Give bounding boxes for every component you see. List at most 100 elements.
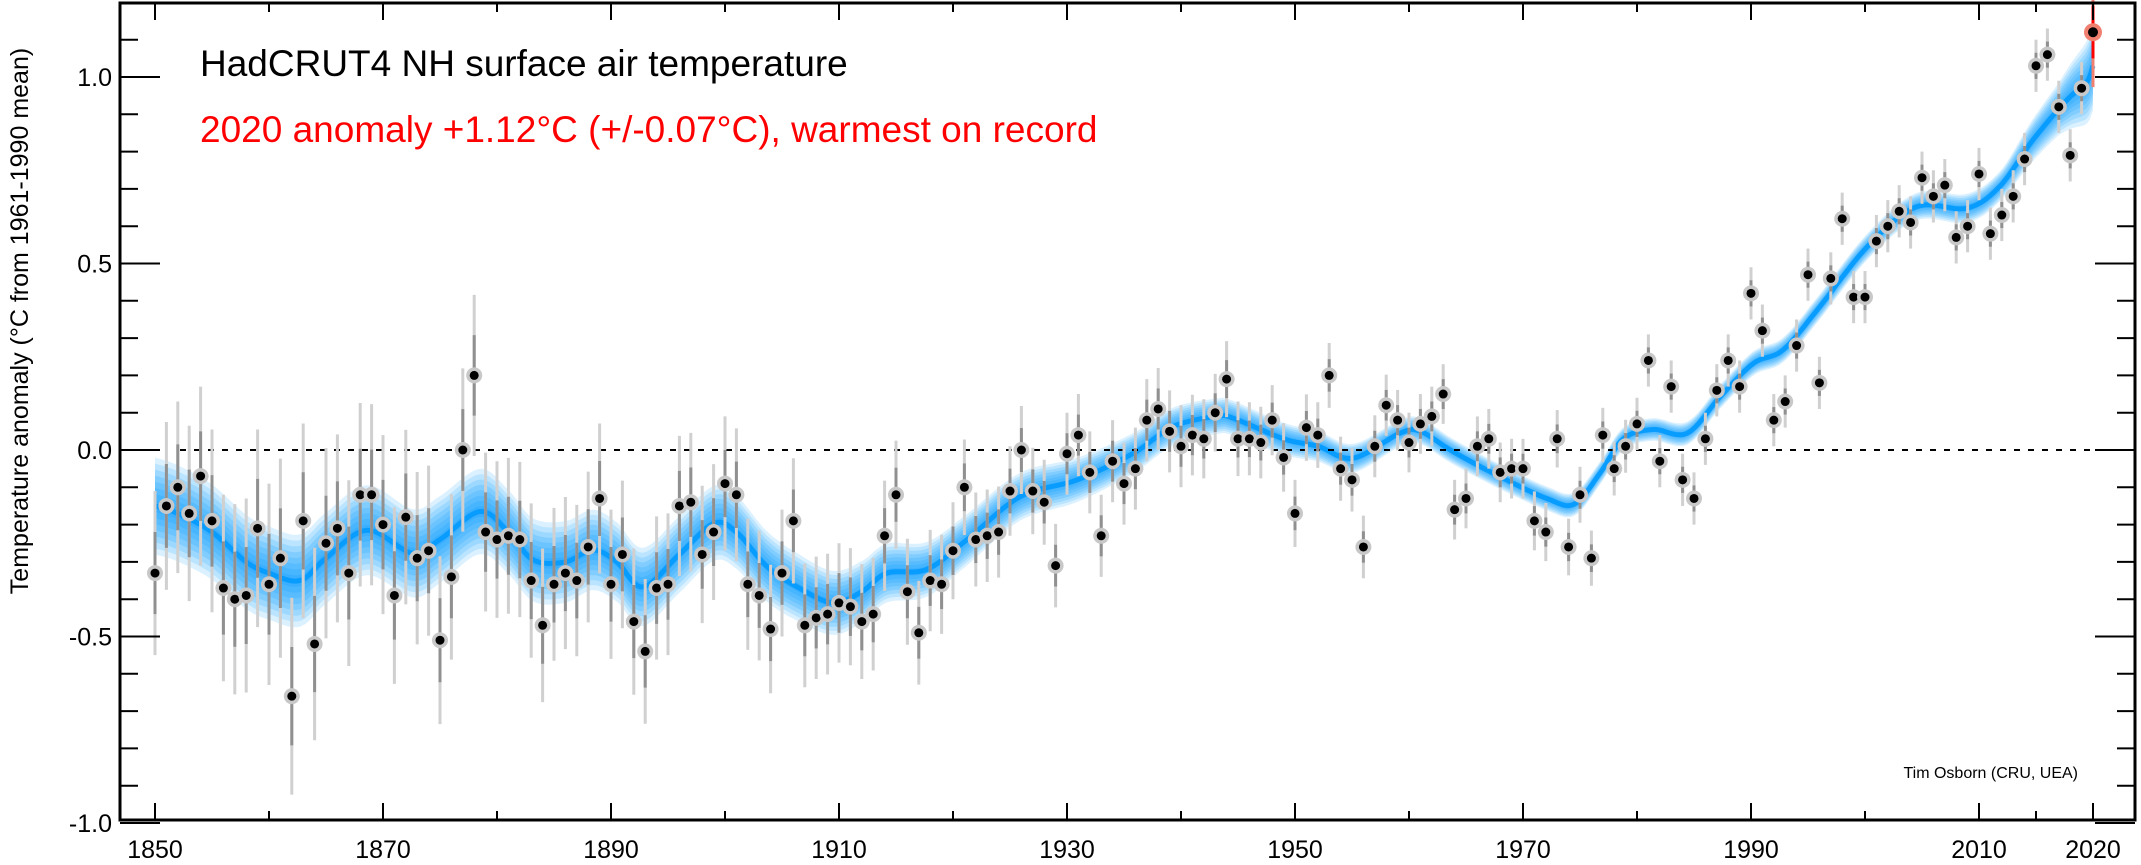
- data-point: [674, 501, 684, 511]
- data-point: [332, 523, 342, 533]
- data-point: [1883, 221, 1893, 231]
- data-point: [1039, 497, 1049, 507]
- data-point: [1712, 385, 1722, 395]
- data-point: [538, 620, 548, 630]
- data-point: [1472, 441, 1482, 451]
- data-point: [321, 538, 331, 548]
- data-point: [1780, 397, 1790, 407]
- data-point: [994, 527, 1004, 537]
- data-point: [389, 590, 399, 600]
- data-point: [731, 490, 741, 500]
- data-point: [925, 576, 935, 586]
- data-point: [1016, 445, 1026, 455]
- data-point: [1621, 441, 1631, 451]
- data-point: [2020, 154, 2030, 164]
- data-point: [595, 493, 605, 503]
- data-point: [161, 501, 171, 511]
- data-point: [1826, 273, 1836, 283]
- data-point: [1393, 415, 1403, 425]
- data-point: [1279, 452, 1289, 462]
- data-point: [1735, 382, 1745, 392]
- data-point: [617, 549, 627, 559]
- data-point: [937, 579, 947, 589]
- data-point: [1803, 270, 1813, 280]
- data-point: [196, 471, 206, 481]
- data-point: [697, 549, 707, 559]
- data-point: [1860, 292, 1870, 302]
- data-point: [1655, 456, 1665, 466]
- data-point: [207, 516, 217, 526]
- data-point: [1985, 229, 1995, 239]
- data-point: [800, 620, 810, 630]
- x-tick-label: 1970: [1495, 836, 1551, 864]
- data-point: [583, 542, 593, 552]
- data-point: [788, 516, 798, 526]
- y-axis-ticks: -1.0 -0.5 0.0 0.5 1.0: [69, 38, 2135, 838]
- data-point: [560, 568, 570, 578]
- data-point: [230, 594, 240, 604]
- x-tick-label: 1870: [355, 836, 411, 864]
- data-point: [1928, 191, 1938, 201]
- data-point: [834, 598, 844, 608]
- data-point: [1746, 288, 1756, 298]
- credit-text: Tim Osborn (CRU, UEA): [1903, 765, 2078, 782]
- data-point: [549, 579, 559, 589]
- data-point: [652, 583, 662, 593]
- data-point: [1096, 531, 1106, 541]
- data-point: [948, 546, 958, 556]
- data-point: [378, 520, 388, 530]
- data-point: [1598, 430, 1608, 440]
- data-point: [1358, 542, 1368, 552]
- data-point: [1450, 505, 1460, 515]
- data-point: [777, 568, 787, 578]
- chart-subtitle: 2020 anomaly +1.12°C (+/-0.07°C), warmes…: [200, 109, 1097, 150]
- data-point: [458, 445, 468, 455]
- data-point: [959, 482, 969, 492]
- data-point: [1085, 467, 1095, 477]
- data-point: [1073, 430, 1083, 440]
- x-tick-label: 1850: [127, 836, 183, 864]
- highlight-point: [2088, 27, 2098, 38]
- data-point: [1689, 493, 1699, 503]
- y-tick-label: 0.5: [77, 251, 112, 279]
- data-point: [1586, 553, 1596, 563]
- y-axis-label: Temperature anomaly (°C from 1961-1990 m…: [6, 48, 34, 594]
- y-tick-label: -0.5: [69, 624, 112, 652]
- data-point: [503, 531, 513, 541]
- data-point: [515, 535, 525, 545]
- data-point: [1256, 438, 1266, 448]
- data-point: [640, 646, 650, 656]
- data-point: [1062, 449, 1072, 459]
- data-point: [1518, 464, 1528, 474]
- data-point: [1290, 508, 1300, 518]
- data-point: [1119, 479, 1129, 489]
- data-point: [275, 553, 285, 563]
- data-point: [1415, 419, 1425, 429]
- data-point: [1997, 210, 2007, 220]
- data-point: [1643, 355, 1653, 365]
- data-point: [310, 639, 320, 649]
- data-point: [1484, 434, 1494, 444]
- data-point: [1324, 370, 1334, 380]
- data-point: [1222, 374, 1232, 384]
- data-point: [1552, 434, 1562, 444]
- data-point: [1757, 326, 1767, 336]
- data-point: [891, 490, 901, 500]
- data-point: [766, 624, 776, 634]
- data-point: [1723, 355, 1733, 365]
- data-point: [412, 553, 422, 563]
- data-point: [1564, 542, 1574, 552]
- data-point: [355, 490, 365, 500]
- data-point: [1940, 180, 1950, 190]
- data-point: [686, 497, 696, 507]
- data-point: [868, 609, 878, 619]
- data-point: [2008, 191, 2018, 201]
- data-point: [253, 523, 263, 533]
- data-point: [446, 572, 456, 582]
- data-point: [1108, 456, 1118, 466]
- data-point: [1130, 464, 1140, 474]
- data-point: [572, 576, 582, 586]
- data-point: [2042, 50, 2052, 60]
- data-point: [880, 531, 890, 541]
- data-point: [1837, 214, 1847, 224]
